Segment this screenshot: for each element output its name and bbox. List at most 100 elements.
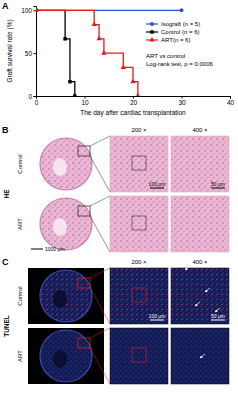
zoom-connector [90,328,110,338]
tick-label: 30 [178,99,186,106]
micrograph [110,328,168,384]
ventricle-cavity [53,158,67,176]
micrograph [110,196,168,252]
marker [130,79,135,84]
ventricle-cavity [53,290,67,308]
zoom-connector [90,268,110,278]
panel-label: B [2,125,9,135]
tick-label: 50 [25,50,33,57]
tick-label: 10 [81,99,89,106]
ventricle-cavity [53,350,67,368]
overview-background [28,328,104,384]
y-axis-title: Graft survival rate (%) [6,19,14,82]
ventricle-cavity [53,218,67,236]
zoom-box [132,216,146,230]
tick-mark [34,53,37,54]
marker [68,80,71,83]
marker [36,7,39,12]
scale-bar-label: 100 μm [149,313,166,319]
legend-label: Isograft (n = 5) [161,21,200,27]
panel-label: A [2,1,9,11]
tick-mark [34,10,37,11]
zoom-box [78,206,90,216]
arrow [200,354,205,358]
survival-line [36,10,75,96]
micrograph [171,268,229,324]
figure: A 0 10 20 30 40 0 50 100 The day after cardiac tr… [0,0,238,400]
marker [135,93,140,96]
zoom-connector [90,288,110,324]
arrow [215,308,220,312]
tick: 30 [178,96,186,106]
legend: Isograft (n = 5)Control (n = 6)ART(n = 6… [146,21,200,43]
overview-background [28,136,104,192]
scale-bar [150,188,164,189]
tick-label: 40 [227,99,235,106]
micrograph [110,268,168,324]
zoom-connector [90,156,110,192]
marker [96,36,101,41]
tick: 100 [21,7,36,14]
tick-mark [34,96,37,97]
zoom-box [132,348,146,362]
heart-section [40,138,92,190]
scale-bar-label: 1000 μm [45,246,65,252]
y-axis-line [34,7,37,97]
tick-label: 0 [35,99,39,106]
marker [73,94,76,96]
legend-item: ART(n = 6) [146,37,190,43]
panel-c: C200 ×400 ×TUNELControl100 μm50 μmART [2,257,229,384]
y-axis: 0 50 100 [21,7,36,100]
heart-section [40,330,92,382]
zoom-connector [90,136,110,146]
legend-marker [149,37,154,42]
marker [180,8,184,12]
legend-item: Isograft (n = 5) [146,21,200,27]
group-label: Control [17,286,23,305]
scale-bar [31,249,43,250]
annotation: Log-rank test, p = 0.0006 [146,61,214,67]
tick: 20 [130,96,138,106]
scale-bar [211,320,225,321]
micrograph [171,328,229,384]
tick: 40 [227,96,235,106]
stain-label: HE [3,189,10,199]
scale-bar-label: 50 μm [211,181,225,187]
tick-label: 0 [28,93,32,100]
scale-bar-label: 100 μm [149,181,166,187]
marker [92,22,97,27]
zoom-connector [90,216,110,252]
annotation: ART vs control [146,53,185,59]
x-axis: 0 10 20 30 40 [35,96,235,106]
scale-bar [211,188,225,189]
survival-line [36,10,138,96]
legend-marker [150,30,153,33]
zoom-box [132,156,146,170]
x-axis-title: The day after cardiac transplantation [80,109,186,117]
legend-marker [150,22,154,26]
heart-section [40,270,92,322]
legend-label: ART(n = 6) [161,37,190,43]
overview-background [28,196,104,252]
micrograph [171,136,229,192]
zoom-connector [90,196,110,206]
micrograph [171,196,229,252]
magnification-label: 200 × [131,127,147,133]
zoom-connector [90,348,110,384]
zoom-box [78,278,90,288]
tick: 0 [35,96,39,106]
group-label: Control [17,154,23,173]
magnification-label: 400 × [192,127,208,133]
zoom-box [78,146,90,156]
overview-background [28,268,104,324]
tick-label: 20 [130,99,138,106]
heart-section [40,198,92,250]
magnification-label: 400 × [192,259,208,265]
zoom-box [132,288,146,302]
tick: 0 [28,93,36,100]
scale-bar-label: 50 μm [211,313,225,319]
arrow [205,288,210,292]
marker [101,50,106,55]
group-label: ART [17,350,23,362]
tick: 50 [25,50,36,57]
